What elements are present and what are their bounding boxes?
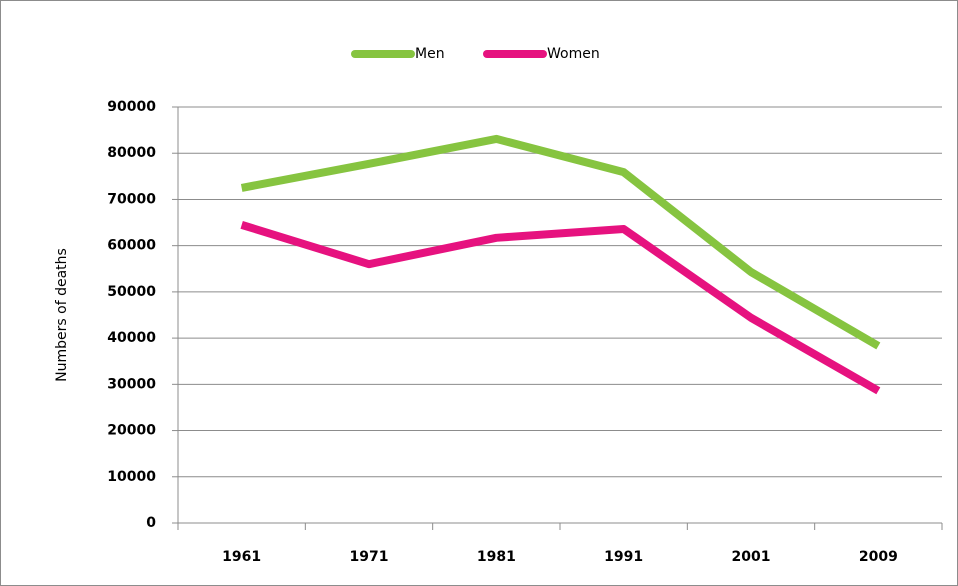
y-tick-label: 30000 bbox=[107, 376, 156, 392]
y-tick-label: 0 bbox=[146, 515, 156, 531]
x-tick-label: 1991 bbox=[604, 549, 643, 565]
series-line bbox=[240, 134, 881, 350]
series-line bbox=[240, 221, 881, 395]
y-tick-label: 70000 bbox=[107, 191, 156, 207]
x-tick-label: 1971 bbox=[350, 549, 389, 565]
y-tick-label: 40000 bbox=[107, 330, 156, 346]
x-tick-label: 1961 bbox=[222, 549, 261, 565]
y-tick-label: 50000 bbox=[107, 284, 156, 300]
x-tick-label: 1981 bbox=[477, 549, 516, 565]
y-axis-title: Numbers of deaths bbox=[54, 248, 70, 382]
y-tick-label: 20000 bbox=[107, 423, 156, 439]
y-tick-label: 90000 bbox=[107, 99, 156, 115]
y-tick-label: 10000 bbox=[107, 469, 156, 485]
legend-label: Women bbox=[547, 46, 600, 62]
x-tick-label: 2001 bbox=[732, 549, 771, 565]
legend-label: Men bbox=[415, 46, 445, 62]
x-tick-label: 2009 bbox=[859, 549, 898, 565]
y-tick-label: 60000 bbox=[107, 238, 156, 254]
y-tick-label: 80000 bbox=[107, 145, 156, 161]
